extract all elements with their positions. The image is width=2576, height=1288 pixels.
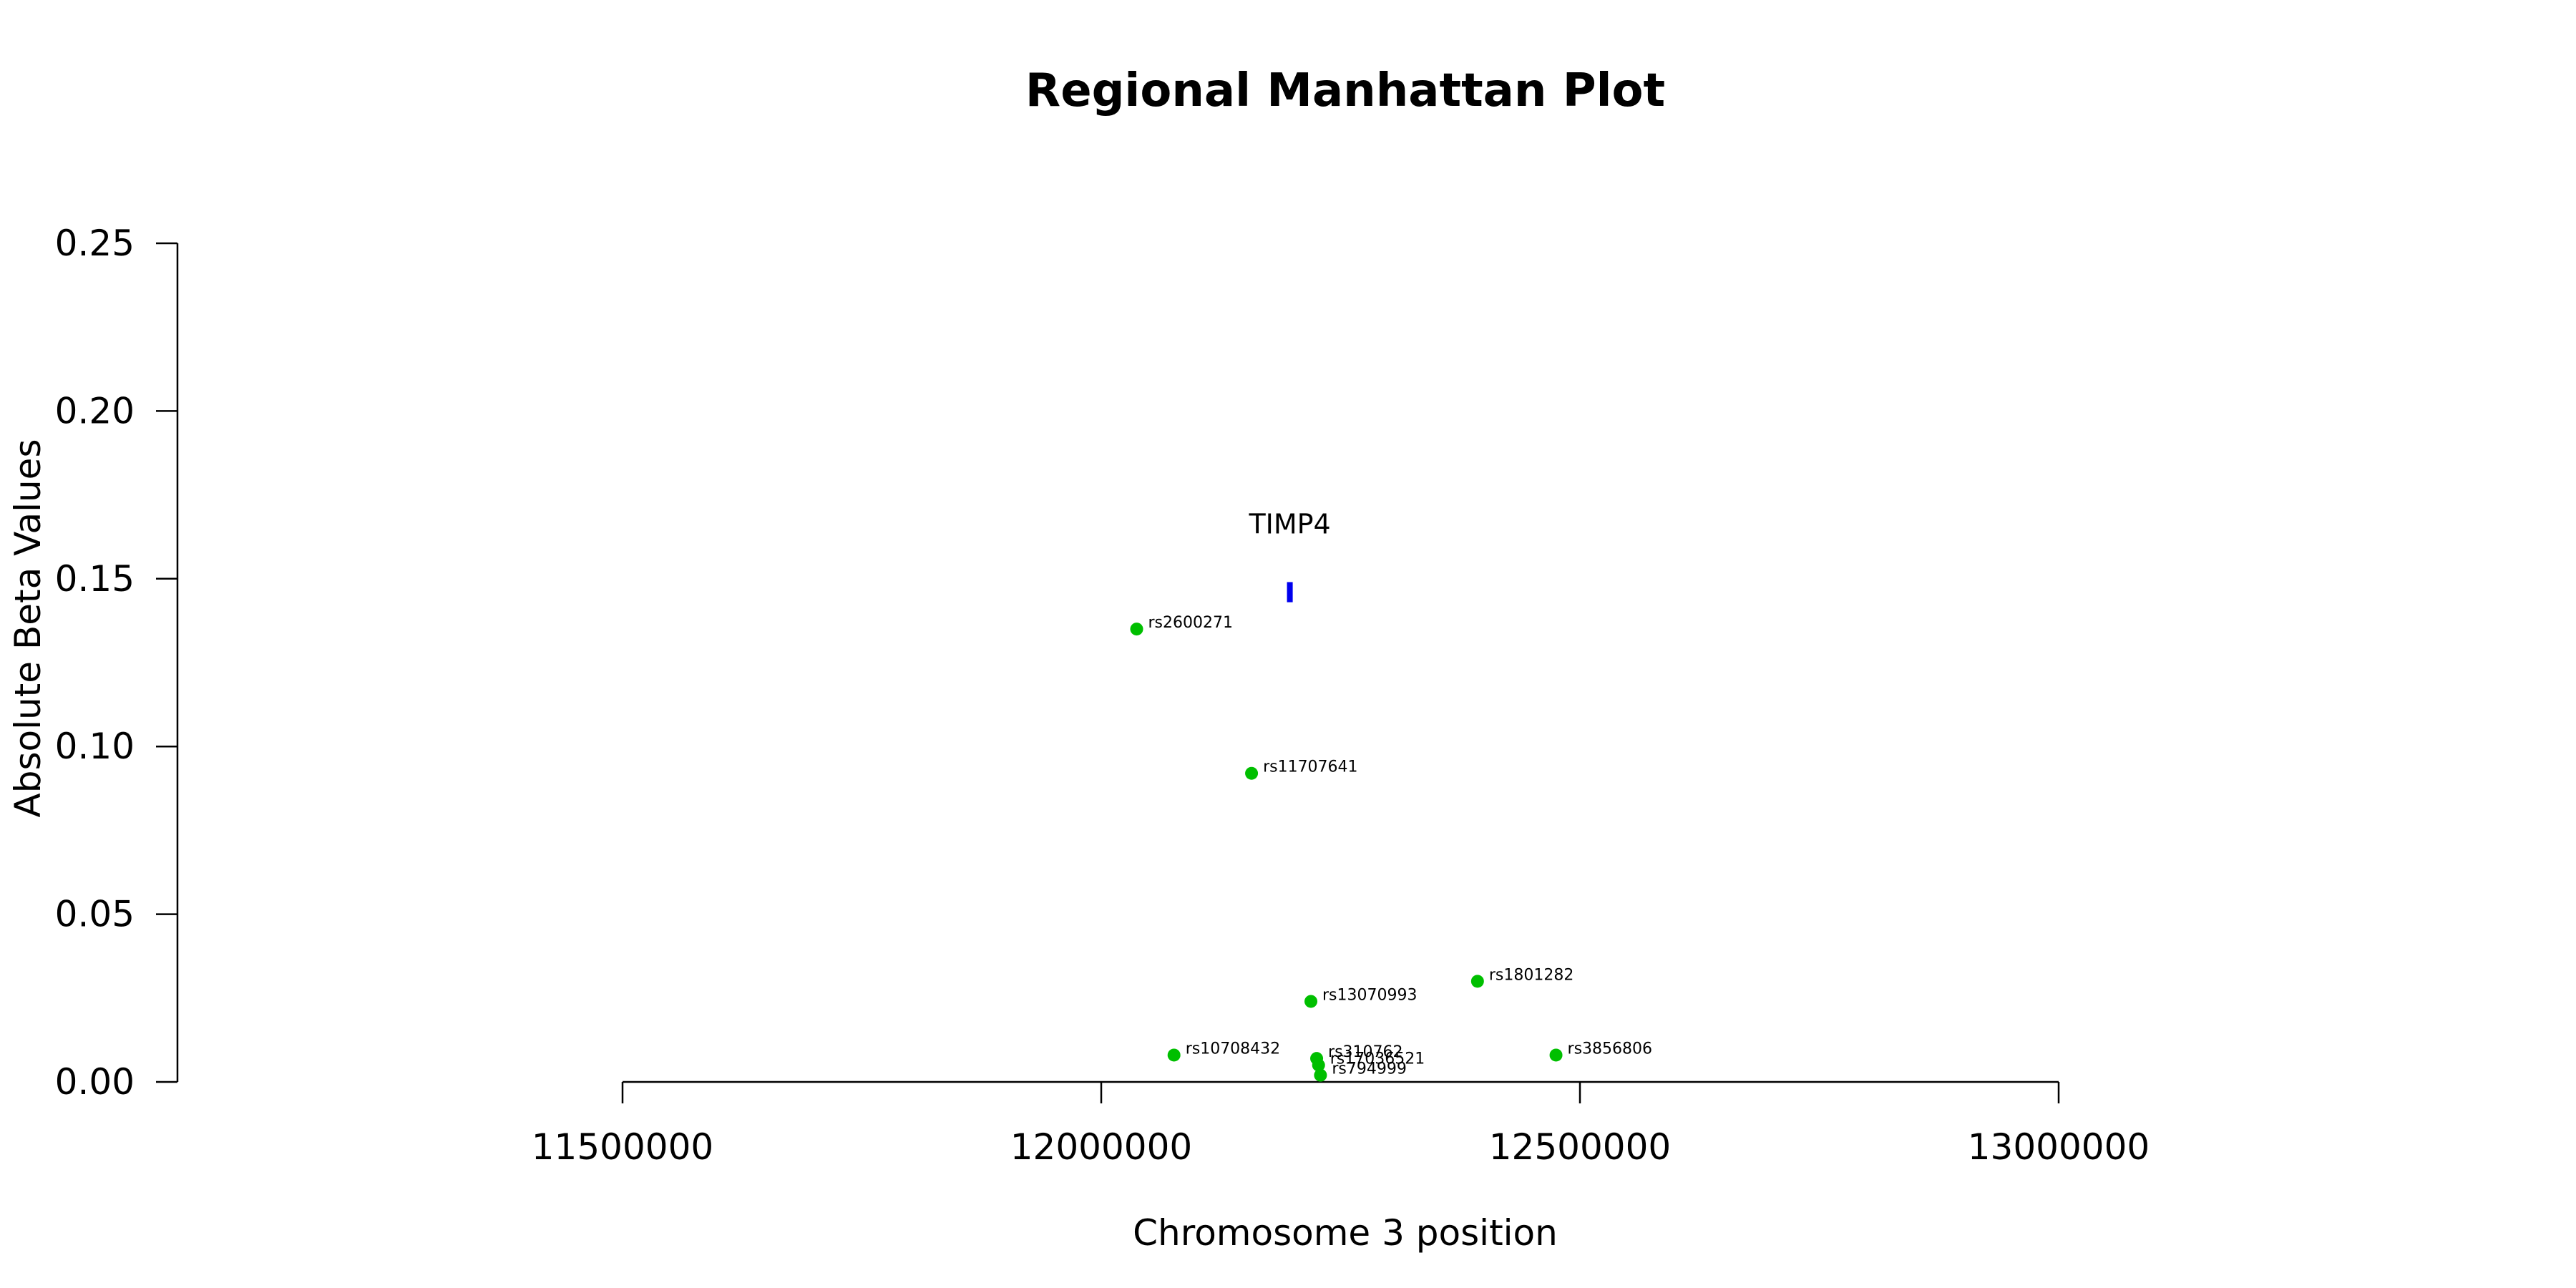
snp-point <box>1245 766 1259 780</box>
snp-point <box>1314 1068 1327 1082</box>
y-tick-label: 0.05 <box>55 894 135 935</box>
x-tick-label: 13000000 <box>1968 1126 2150 1168</box>
y-axis: 0.00 0.05 0.10 0.15 0.20 0.25 <box>55 223 179 1103</box>
snp-label: rs1801282 <box>1489 966 1574 984</box>
snp-point <box>1167 1048 1181 1062</box>
y-tick-label: 0.20 <box>55 390 135 431</box>
snp-label: rs3856806 <box>1568 1040 1653 1058</box>
x-axis: 11500000 12000000 12500000 13000000 <box>532 1080 2150 1168</box>
snp-label: rs2600271 <box>1148 614 1234 632</box>
snp-label: rs11707641 <box>1263 758 1357 776</box>
x-tick-label: 12000000 <box>1010 1126 1193 1168</box>
gene-label: TIMP4 <box>1248 508 1330 540</box>
snp-point <box>1470 975 1484 988</box>
snp-point <box>1130 623 1143 636</box>
x-tick-label: 12500000 <box>1489 1126 1672 1168</box>
snp-point <box>1549 1048 1563 1062</box>
snp-point <box>1312 1058 1325 1072</box>
snp-label: rs310762 <box>1328 1043 1403 1061</box>
snp-point <box>1304 995 1318 1008</box>
y-tick-label: 0.00 <box>55 1061 135 1103</box>
y-tick-label: 0.15 <box>55 558 135 600</box>
snp-label: rs10708432 <box>1186 1040 1280 1058</box>
y-tick-label: 0.25 <box>55 223 135 264</box>
gene-layer: TIMP4 <box>1248 508 1331 602</box>
snp-points: rs2600271 rs11707641 rs1801282 rs13070993 rs… <box>1130 614 1653 1082</box>
snp-label: rs13070993 <box>1322 986 1417 1004</box>
snp-label: rs794999 <box>1332 1060 1407 1078</box>
y-axis-label: Absolute Beta Values <box>7 439 49 818</box>
gene-marker <box>1287 582 1293 602</box>
x-tick-label: 11500000 <box>532 1126 714 1168</box>
x-axis-label: Chromosome 3 position <box>1133 1212 1558 1254</box>
snp-label: rs17036521 <box>1330 1050 1425 1068</box>
y-tick-label: 0.10 <box>55 726 135 767</box>
chart-title: Regional Manhattan Plot <box>1025 64 1665 117</box>
